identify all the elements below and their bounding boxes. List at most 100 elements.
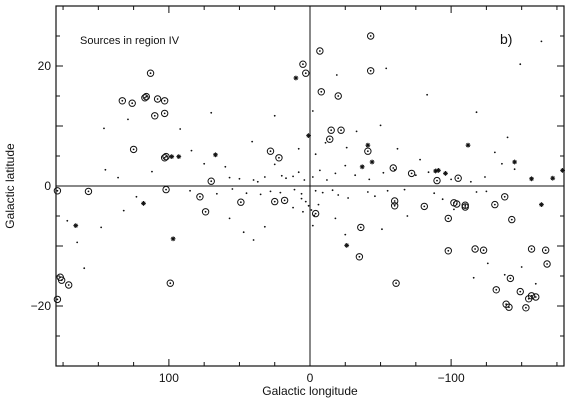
dot-source-point	[263, 225, 266, 228]
circled-source-point	[532, 293, 540, 301]
dot-source-point	[520, 266, 523, 268]
dot-source-point	[414, 174, 417, 177]
dot-source-point	[252, 179, 255, 181]
circled-source-point	[433, 176, 441, 185]
dot-source-point	[245, 192, 248, 195]
circled-source-point	[56, 273, 64, 281]
dot-source-point	[331, 189, 334, 192]
circled-source-point	[207, 177, 215, 185]
dot-source-point	[396, 147, 399, 150]
star-source-point	[213, 152, 218, 158]
circled-source-point	[450, 199, 458, 207]
circled-source-point	[65, 281, 73, 289]
dot-source-point	[344, 164, 347, 167]
x-axis-label: Galactic longitude	[262, 384, 358, 398]
dot-source-point	[189, 189, 191, 192]
circled-source-point	[160, 109, 169, 118]
dot-source-point	[493, 151, 496, 154]
star-source-point	[529, 176, 534, 182]
dot-source-point	[317, 203, 320, 206]
circled-source-point	[275, 154, 283, 162]
circled-source-point	[389, 164, 397, 172]
dot-source-point	[503, 273, 506, 276]
circled-source-point	[326, 135, 334, 143]
circled-source-point	[160, 97, 169, 105]
circled-source-point	[390, 197, 399, 205]
dot-source-point	[345, 146, 348, 149]
tick-marks	[56, 6, 564, 366]
star-source-point	[560, 168, 565, 173]
circled-source-point	[146, 69, 155, 77]
dot-source-point	[501, 162, 503, 165]
circled-source-point	[454, 174, 462, 182]
panel-label: b)	[500, 31, 512, 47]
circled-source-point	[522, 304, 530, 312]
circled-source-point	[151, 112, 159, 120]
dot-source-point	[273, 114, 276, 117]
circled-source-point	[392, 279, 400, 287]
x-tick-label: 0	[307, 371, 314, 385]
dot-source-point	[135, 195, 138, 198]
dot-source-point	[122, 209, 125, 212]
circled-source-point	[141, 94, 149, 102]
region-annotation: Sources in region IV	[80, 35, 180, 47]
dot-source-point	[540, 40, 543, 43]
circled-source-point	[162, 152, 170, 161]
circled-source-point	[444, 247, 452, 255]
dot-source-point	[386, 189, 389, 192]
circled-source-point	[153, 95, 162, 103]
dot-source-point	[190, 149, 193, 152]
circled-source-point	[527, 292, 536, 300]
circled-source-point	[390, 202, 399, 210]
star-source-point	[443, 171, 448, 176]
dot-source-point	[433, 192, 436, 195]
dot-source-point	[534, 282, 537, 285]
dot-source-point	[238, 177, 241, 180]
dot-source-point	[103, 127, 105, 130]
circled-source-point	[53, 295, 62, 304]
dot-source-point	[335, 74, 338, 76]
dot-source-point	[307, 204, 310, 207]
dot-source-point	[484, 176, 486, 178]
dot-source-point	[379, 124, 382, 127]
x-tick-label: 100	[159, 371, 179, 385]
circled-source-point	[316, 47, 324, 55]
dot-source-point	[228, 176, 231, 179]
star-source-point	[141, 201, 146, 206]
dot-source-point	[324, 141, 327, 144]
circled-source-point	[364, 147, 372, 155]
dot-source-point	[259, 193, 262, 196]
circled-source-point	[516, 287, 524, 296]
dot-source-point	[419, 158, 421, 161]
circled-source-point	[444, 214, 452, 223]
dot-source-point	[374, 195, 376, 198]
circled-source-point	[508, 215, 516, 224]
star-source-point	[550, 175, 556, 181]
circled-source-point	[166, 279, 175, 287]
dot-source-point	[66, 219, 69, 222]
circled-source-point	[491, 200, 499, 209]
dot-source-point	[256, 180, 259, 183]
circled-source-point	[317, 88, 325, 96]
star-source-point	[169, 154, 175, 159]
circled-source-point	[506, 274, 515, 283]
circled-source-point	[461, 201, 469, 209]
circled-source-point	[128, 99, 136, 107]
dot-source-point	[355, 130, 358, 133]
circled-source-point	[201, 208, 210, 216]
data-points	[53, 32, 565, 312]
circled-source-point	[118, 97, 127, 105]
star-source-point	[344, 243, 350, 248]
dot-source-point	[393, 168, 396, 171]
dot-source-point	[427, 171, 430, 174]
dot-source-point	[273, 163, 276, 166]
dot-source-point	[100, 226, 103, 229]
circled-source-point	[84, 187, 93, 196]
dot-source-point	[215, 192, 218, 195]
circled-source-point	[337, 126, 345, 134]
dot-source-point	[314, 153, 317, 156]
tick-labels: 100 0 −100 20 0 −20	[31, 59, 465, 385]
dot-source-point	[127, 118, 129, 121]
circled-source-point	[501, 193, 509, 201]
dot-source-point	[486, 262, 489, 265]
